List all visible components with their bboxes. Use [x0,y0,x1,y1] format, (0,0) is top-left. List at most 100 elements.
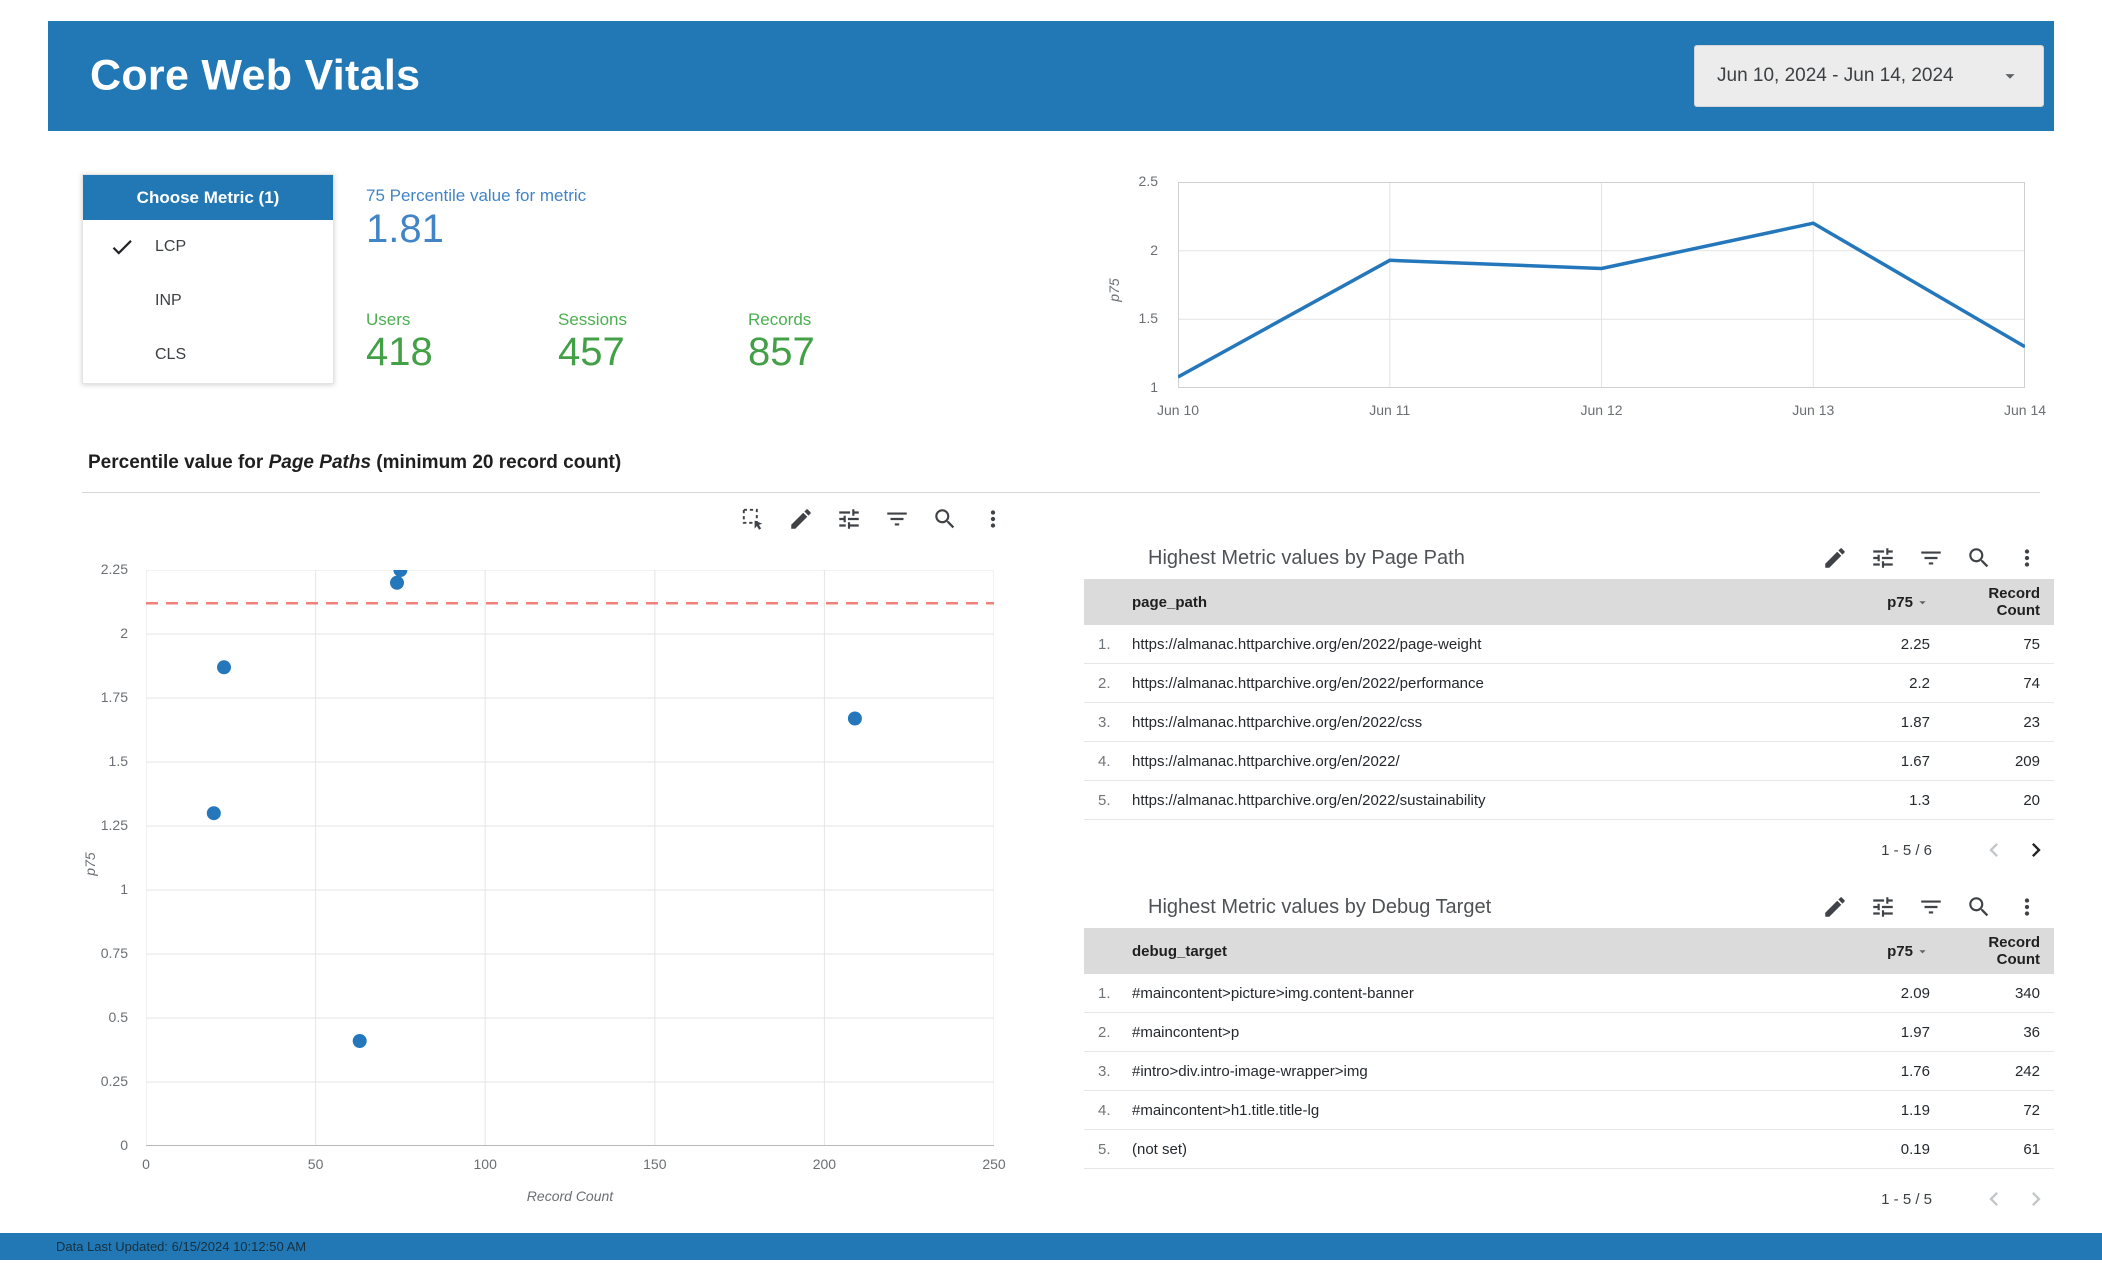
table-title: Highest Metric values by Page Path [1148,547,1465,569]
row-label: https://almanac.httparchive.org/en/2022/… [1132,635,1482,653]
row-record-count: 72 [2023,1101,2040,1119]
table-row: 1. https://almanac.httparchive.org/en/202… [1084,625,2054,664]
table-body: 1. #maincontent>picture>img.content-banne… [1084,974,2054,1169]
table-row: 2. https://almanac.httparchive.org/en/202… [1084,664,2054,703]
scatter-y-tick: 1.5 [108,753,128,769]
dimension-column-header[interactable]: page_path [1132,593,1208,611]
ts-y-tick: 2 [1150,241,1158,258]
row-record-count: 340 [2014,984,2040,1002]
scatter-point[interactable] [847,711,862,726]
report-footer: Data Last Updated: 6/15/2024 10:12:50 AM [0,1233,2102,1260]
tune-icon[interactable] [1870,545,1896,571]
users-scorecard-label: Users [366,310,411,329]
p75-header-label: p75 [1887,942,1913,960]
row-p75: 2.2 [1909,674,1930,692]
scatter-y-tick: 2 [120,625,128,641]
more-vert-icon[interactable] [980,506,1006,532]
row-label: https://almanac.httparchive.org/en/2022/ [1132,752,1400,770]
row-label: https://almanac.httparchive.org/en/2022/… [1132,713,1423,731]
metric-selector-panel: Choose Metric (1) LCP INP CLS [82,174,334,384]
p75-column-header[interactable]: p75 [1780,594,1930,611]
filter-icon[interactable] [1918,545,1944,571]
pagination-range: 1 - 5 / 6 [1881,841,1932,859]
ts-y-tick: 1.5 [1138,310,1158,327]
debug-target-table: Highest Metric values by Debug Target de… [1084,896,2054,1228]
metric-option-lcp[interactable]: LCP [83,220,333,274]
prev-page-button[interactable] [1980,836,2008,864]
row-index: 1. [1098,635,1111,653]
metric-option-inp[interactable]: INP [83,274,333,328]
pagination-range: 1 - 5 / 5 [1881,1190,1932,1208]
more-vert-icon[interactable] [2014,545,2040,571]
table-header-row: page_path p75 Record Count [1084,579,2054,625]
date-range-picker[interactable]: Jun 10, 2024 - Jun 14, 2024 [1694,45,2044,107]
scatter-point[interactable] [352,1034,367,1048]
dimension-column-header[interactable]: debug_target [1132,942,1228,960]
marquee-select-icon[interactable] [740,506,766,532]
scatter-y-tick: 0.25 [100,1073,128,1089]
edit-icon[interactable] [788,506,814,532]
ts-x-tick: Jun 14 [2003,402,2047,418]
table-row: 5. (not set) 0.19 61 [1084,1130,2054,1169]
timeseries-chart[interactable] [1178,182,2025,388]
check-placeholder [109,288,135,314]
caret-down-icon [1999,65,2021,87]
filter-icon[interactable] [1918,894,1944,920]
tune-icon[interactable] [836,506,862,532]
next-page-button[interactable] [2022,836,2050,864]
scatter-point[interactable] [390,575,404,590]
record-count-column-header[interactable]: Record Count [1988,584,2040,619]
report-title: Core Web Vitals [90,51,421,100]
filter-icon[interactable] [884,506,910,532]
metric-selector-header[interactable]: Choose Metric (1) [83,175,333,220]
row-index: 4. [1098,1101,1111,1119]
row-record-count: 23 [2023,713,2040,731]
row-index: 3. [1098,713,1111,731]
record-count-column-header[interactable]: Record Count [1988,933,2040,968]
zoom-icon[interactable] [932,506,958,532]
scatter-point[interactable] [206,806,221,821]
zoom-icon[interactable] [1966,894,1992,920]
row-index: 2. [1098,1023,1111,1041]
date-range-value: Jun 10, 2024 - Jun 14, 2024 [1717,65,1954,86]
check-icon [109,234,135,260]
sort-caret-icon [1915,595,1930,610]
scatter-x-tick: 250 [982,1156,1006,1172]
table-row: 3. #intro>div.intro-image-wrapper>img 1.76… [1084,1052,2054,1091]
scatter-point[interactable] [393,570,408,577]
row-index: 2. [1098,674,1111,692]
section-title: Percentile value for Page Paths (minimum… [88,452,621,474]
ts-x-tick: Jun 11 [1369,402,1411,418]
table-row: 4. #maincontent>h1.title.title-lg 1.19 72 [1084,1091,2054,1130]
metric-option-cls[interactable]: CLS [83,328,333,382]
prev-page-button[interactable] [1980,1185,2008,1213]
row-label: #intro>div.intro-image-wrapper>img [1132,1062,1368,1080]
p75-column-header[interactable]: p75 [1780,943,1930,960]
row-p75: 1.76 [1900,1062,1930,1080]
report-header: Core Web Vitals Jun 10, 2024 - Jun 14, 2… [48,21,2054,131]
scatter-chart[interactable] [146,570,994,1146]
row-record-count: 20 [2023,791,2040,809]
row-label: https://almanac.httparchive.org/en/2022/… [1132,674,1484,692]
pagination: 1 - 5 / 5 [1881,1185,2050,1213]
percentile-scorecard-label: 75 Percentile value for metric [366,186,587,205]
row-index: 5. [1098,791,1111,809]
section-title-dimension: Page Paths [268,452,372,473]
edit-icon[interactable] [1822,894,1848,920]
metric-options: LCP INP CLS [83,220,333,382]
scatter-y-tick: 1 [120,881,128,897]
records-scorecard-label: Records [748,310,812,329]
more-vert-icon[interactable] [2014,894,2040,920]
row-index: 5. [1098,1140,1111,1158]
scatter-y-tick: 0.5 [108,1009,128,1025]
divider [82,492,2040,493]
edit-icon[interactable] [1822,545,1848,571]
row-record-count: 209 [2014,752,2040,770]
zoom-icon[interactable] [1966,545,1992,571]
tune-icon[interactable] [1870,894,1896,920]
last-updated-text: Data Last Updated: 6/15/2024 10:12:50 AM [56,1239,307,1254]
table-header-row: debug_target p75 Record Count [1084,928,2054,974]
next-page-button[interactable] [2022,1185,2050,1213]
timeseries-y-axis: 1 1.5 2 2.5 [1092,173,1164,395]
scatter-point[interactable] [217,660,231,675]
